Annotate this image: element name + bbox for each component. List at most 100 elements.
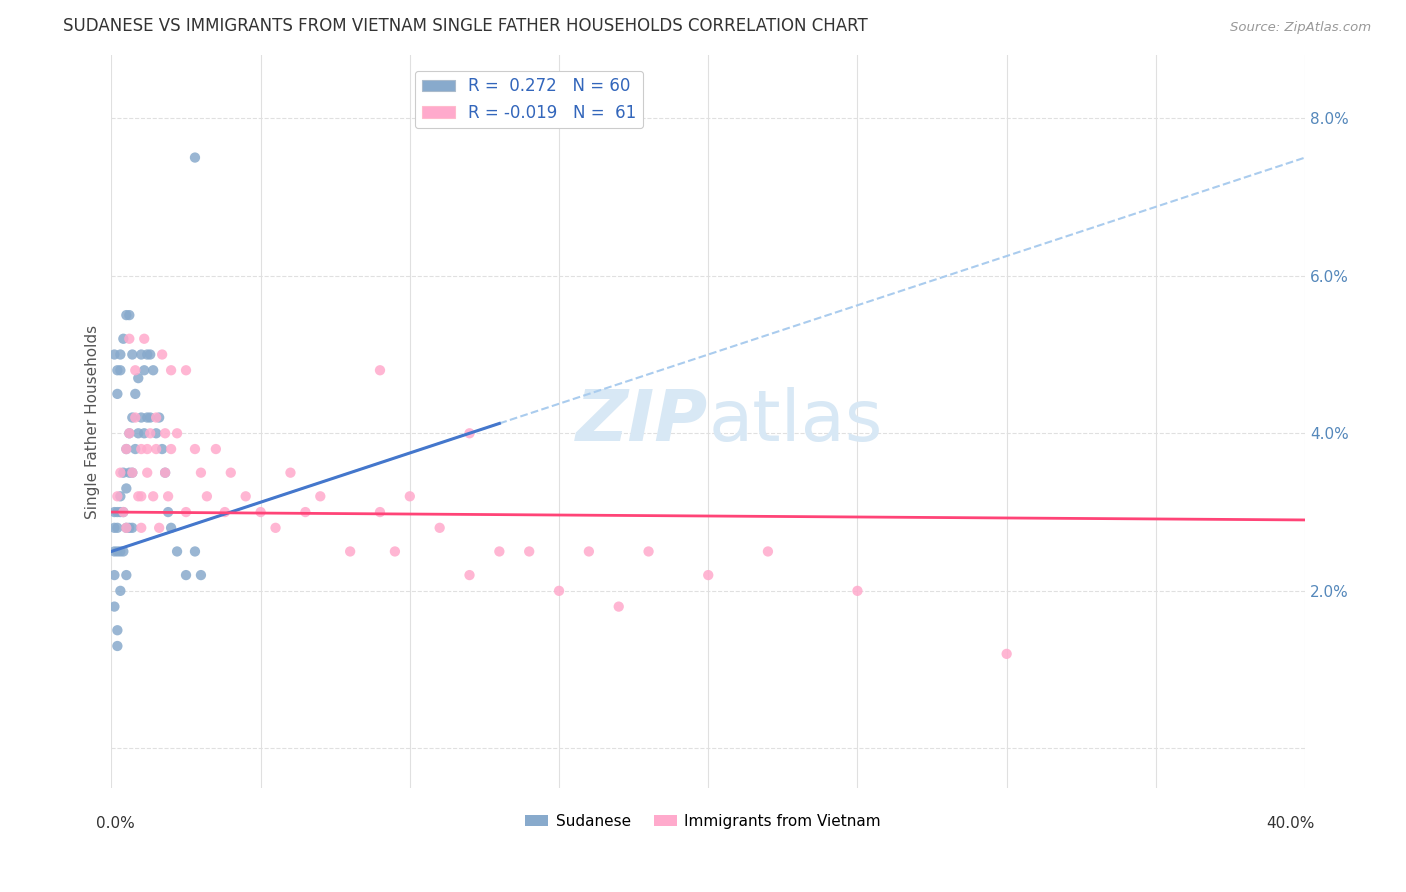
Point	[124, 442, 146, 456]
Text: SUDANESE VS IMMIGRANTS FROM VIETNAM SINGLE FATHER HOUSEHOLDS CORRELATION CHART: SUDANESE VS IMMIGRANTS FROM VIETNAM SING…	[63, 17, 868, 35]
Point	[136, 410, 159, 425]
Point	[139, 426, 162, 441]
Point	[219, 466, 242, 480]
Point	[115, 442, 138, 456]
Point	[249, 505, 271, 519]
Point	[184, 544, 207, 558]
Point	[105, 505, 128, 519]
Point	[264, 521, 287, 535]
Legend: R =  0.272   N = 60, R = -0.019   N =  61: R = 0.272 N = 60, R = -0.019 N = 61	[415, 70, 644, 128]
Point	[105, 387, 128, 401]
Point	[129, 442, 152, 456]
Point	[153, 426, 176, 441]
Point	[637, 544, 659, 558]
Point	[129, 410, 152, 425]
Point	[148, 410, 170, 425]
Point	[145, 410, 167, 425]
Point	[129, 521, 152, 535]
Point	[127, 371, 149, 385]
Point	[148, 521, 170, 535]
Point	[150, 442, 173, 456]
Point	[846, 583, 869, 598]
Point	[458, 568, 481, 582]
Point	[129, 489, 152, 503]
Point	[110, 363, 132, 377]
Point	[121, 347, 143, 361]
Point	[195, 489, 218, 503]
Legend: Sudanese, Immigrants from Vietnam: Sudanese, Immigrants from Vietnam	[519, 808, 887, 835]
Point	[142, 489, 165, 503]
Point	[103, 568, 125, 582]
Point	[995, 647, 1018, 661]
Point	[145, 442, 167, 456]
Text: 40.0%: 40.0%	[1267, 816, 1315, 830]
Point	[153, 466, 176, 480]
Point	[157, 505, 180, 519]
Point	[124, 363, 146, 377]
Point	[105, 363, 128, 377]
Point	[756, 544, 779, 558]
Point	[458, 426, 481, 441]
Y-axis label: Single Father Households: Single Father Households	[86, 325, 100, 518]
Point	[280, 466, 302, 480]
Point	[105, 639, 128, 653]
Point	[112, 505, 135, 519]
Point	[384, 544, 406, 558]
Point	[118, 308, 141, 322]
Point	[110, 505, 132, 519]
Point	[103, 505, 125, 519]
Point	[160, 363, 183, 377]
Point	[105, 624, 128, 638]
Point	[129, 347, 152, 361]
Point	[127, 426, 149, 441]
Text: Source: ZipAtlas.com: Source: ZipAtlas.com	[1230, 21, 1371, 34]
Point	[115, 568, 138, 582]
Point	[398, 489, 420, 503]
Point	[235, 489, 257, 503]
Point	[118, 521, 141, 535]
Point	[121, 521, 143, 535]
Point	[190, 568, 212, 582]
Point	[124, 410, 146, 425]
Point	[118, 426, 141, 441]
Point	[105, 489, 128, 503]
Point	[134, 332, 156, 346]
Point	[103, 599, 125, 614]
Point	[607, 599, 630, 614]
Point	[136, 347, 159, 361]
Point	[309, 489, 332, 503]
Point	[184, 442, 207, 456]
Point	[548, 583, 571, 598]
Point	[368, 505, 391, 519]
Point	[160, 521, 183, 535]
Text: atlas: atlas	[709, 387, 883, 456]
Point	[118, 332, 141, 346]
Point	[184, 151, 207, 165]
Point	[115, 442, 138, 456]
Point	[190, 466, 212, 480]
Point	[139, 410, 162, 425]
Point	[115, 308, 138, 322]
Point	[105, 544, 128, 558]
Point	[118, 466, 141, 480]
Point	[115, 521, 138, 535]
Point	[166, 544, 188, 558]
Point	[153, 466, 176, 480]
Point	[174, 568, 197, 582]
Point	[110, 544, 132, 558]
Point	[121, 466, 143, 480]
Point	[112, 466, 135, 480]
Point	[112, 505, 135, 519]
Point	[368, 363, 391, 377]
Point	[160, 442, 183, 456]
Point	[139, 347, 162, 361]
Point	[112, 332, 135, 346]
Point	[429, 521, 451, 535]
Point	[110, 583, 132, 598]
Point	[145, 426, 167, 441]
Point	[697, 568, 720, 582]
Point	[294, 505, 316, 519]
Point	[105, 521, 128, 535]
Point	[174, 505, 197, 519]
Point	[517, 544, 540, 558]
